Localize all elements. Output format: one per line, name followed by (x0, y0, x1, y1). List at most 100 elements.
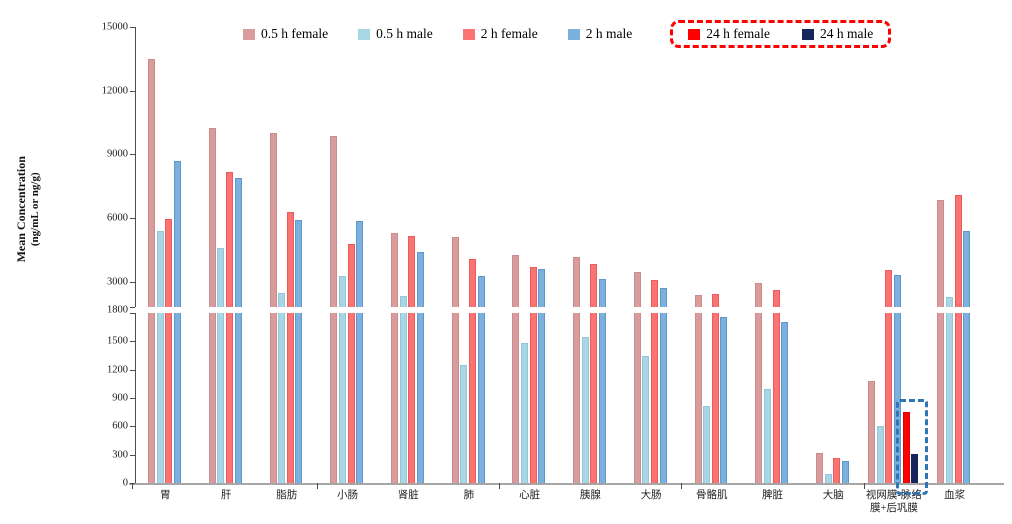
legend-item-2-h-female: 2 h female (462, 26, 538, 42)
y-tick (130, 369, 135, 371)
x-tick (132, 483, 133, 489)
y-tick-label: 900 (112, 392, 128, 404)
y-tick-label: 15000 (101, 21, 128, 33)
bar-2-h-male-cat2-lower (295, 313, 303, 483)
legend: 0.5 h female 0.5 h male 2 h female 2 h male… (243, 20, 892, 48)
y-tick-label: 1500 (107, 335, 128, 347)
bar-2-h-male-cat10-lower (781, 322, 789, 483)
bar-0-5-h-male-cat0-lower (156, 313, 164, 483)
bar-2-h-female-cat10-lower (772, 313, 780, 483)
bar-0-5-h-female-cat8-lower (633, 313, 641, 483)
x-category-label: 胰腺 (579, 490, 601, 501)
x-category-label: 脂肪 (276, 490, 298, 501)
bar-2-h-male-cat1-lower (234, 313, 242, 483)
bar-2-h-male-cat1-upper (234, 177, 242, 307)
legend-swatch-2-h-female (462, 28, 475, 40)
bar-0-5-h-male-cat0-upper (156, 230, 164, 307)
bar-0-5-h-female-cat5-lower (451, 313, 459, 483)
bar-0-5-h-female-cat7-upper (573, 257, 581, 307)
bar-2-h-female-cat10-upper (772, 290, 780, 307)
bar-0-5-h-male-cat4-lower (399, 313, 407, 483)
x-category-label: 心脏 (519, 490, 541, 501)
bar-2-h-female-cat1-lower (226, 313, 234, 483)
bar-2-h-female-cat8-upper (651, 279, 659, 307)
legend-highlight-box: 24 h female 24 h male (670, 20, 892, 48)
bar-2-h-female-cat12-lower (885, 313, 893, 483)
bar-24-h-male-cat12-lower (911, 454, 919, 483)
bar-0-5-h-female-cat3-lower (330, 313, 338, 483)
bar-0-5-h-female-cat9-lower (694, 313, 702, 483)
legend-swatch-0-5-h-male (358, 28, 371, 40)
bar-2-h-male-cat0-lower (173, 313, 181, 483)
y-tick (130, 398, 135, 399)
bar-2-h-female-cat6-lower (529, 313, 537, 483)
bar-2-h-male-cat4-upper (416, 252, 424, 307)
x-category-label: 肾脏 (397, 490, 419, 501)
bar-2-h-female-cat3-upper (347, 244, 355, 307)
bar-0-5-h-male-cat6-lower (521, 343, 529, 483)
bar-0-5-h-male-cat3-upper (338, 276, 346, 307)
x-category-label: 视网膜-脉络膜+后巩膜 (865, 490, 922, 514)
bar-0-5-h-female-cat1-upper (208, 127, 216, 307)
bar-2-h-female-cat12-upper (885, 269, 893, 307)
legend-label: 2 h female (480, 26, 538, 41)
y-axis-title-line1: Mean Concentration (13, 156, 28, 263)
bar-0-5-h-female-cat7-lower (573, 313, 581, 483)
bar-2-h-female-cat2-upper (286, 211, 294, 307)
bar-2-h-male-cat13-upper (963, 230, 971, 307)
bar-0-5-h-female-cat11-lower (816, 453, 823, 483)
x-category-label: 肺 (463, 490, 475, 501)
bar-0-5-h-female-cat2-lower (269, 313, 277, 483)
bar-0-5-h-female-cat10-lower (755, 313, 763, 483)
bar-2-h-female-cat7-upper (590, 263, 598, 307)
x-category-label: 脾脏 (762, 490, 783, 501)
bar-0-5-h-female-cat0-upper (148, 58, 156, 307)
bar-0-5-h-male-cat8-lower (642, 356, 650, 483)
bar-2-h-male-cat7-upper (598, 279, 606, 307)
legend-item-0-5-h-male: 0.5 h male (358, 26, 433, 42)
bar-2-h-female-cat7-lower (590, 313, 598, 483)
bar-2-h-male-cat6-lower (538, 313, 546, 483)
bar-0-5-h-male-cat4-upper (399, 295, 407, 307)
y-tick (130, 27, 135, 28)
bar-2-h-female-cat0-upper (165, 218, 173, 307)
bar-2-h-male-cat9-lower (720, 316, 728, 483)
bar-2-h-female-cat9-lower (711, 313, 719, 483)
bar-0-5-h-female-cat0-lower (148, 313, 156, 483)
bar-0-5-h-male-cat12-lower (876, 426, 884, 483)
bar-0-5-h-female-cat5-upper (451, 237, 459, 307)
bar-2-h-female-cat13-upper (954, 194, 962, 307)
legend-swatch-24-h-male (801, 28, 814, 40)
legend-swatch-24-h-female (688, 28, 701, 40)
bar-0-5-h-female-cat4-lower (391, 313, 398, 483)
bar-0-5-h-male-cat3-lower (338, 313, 346, 483)
bar-0-5-h-female-cat9-upper (694, 295, 702, 307)
x-category-label: 血浆 (944, 490, 966, 501)
bar-2-h-male-cat8-upper (659, 287, 667, 307)
y-tick (130, 90, 135, 92)
bar-0-5-h-female-cat13-upper (937, 199, 945, 307)
x-tick (499, 483, 501, 489)
y-tick-label: 12000 (101, 85, 128, 97)
bar-24-h-female-cat12-lower (902, 412, 910, 483)
bar-0-5-h-male-cat1-lower (217, 313, 225, 483)
y-tick-label: 0 (122, 477, 128, 489)
y-tick-label: 1200 (107, 364, 128, 376)
legend-swatch-0-5-h-female (243, 28, 255, 40)
bar-2-h-male-cat0-upper (173, 160, 181, 307)
legend-label: 24 h male (819, 26, 874, 41)
bar-2-h-female-cat13-lower (954, 313, 962, 483)
legend-item-24-h-female: 24 h female (688, 26, 770, 42)
x-category-label: 胃 (160, 490, 171, 501)
x-axis (129, 483, 1004, 485)
x-category-label: 骨骼肌 (696, 490, 728, 501)
bar-0-5-h-male-cat2-lower (278, 313, 286, 483)
x-category-label: 小肠 (337, 490, 358, 501)
y-tick-label-break: 1800 (107, 304, 128, 316)
x-category-label: 大肠 (640, 490, 662, 501)
y-tick-label: 300 (112, 449, 128, 461)
y-tick (130, 426, 135, 428)
y-tick (130, 313, 135, 314)
y-tick-label: 600 (112, 420, 128, 432)
y-tick (130, 307, 135, 308)
